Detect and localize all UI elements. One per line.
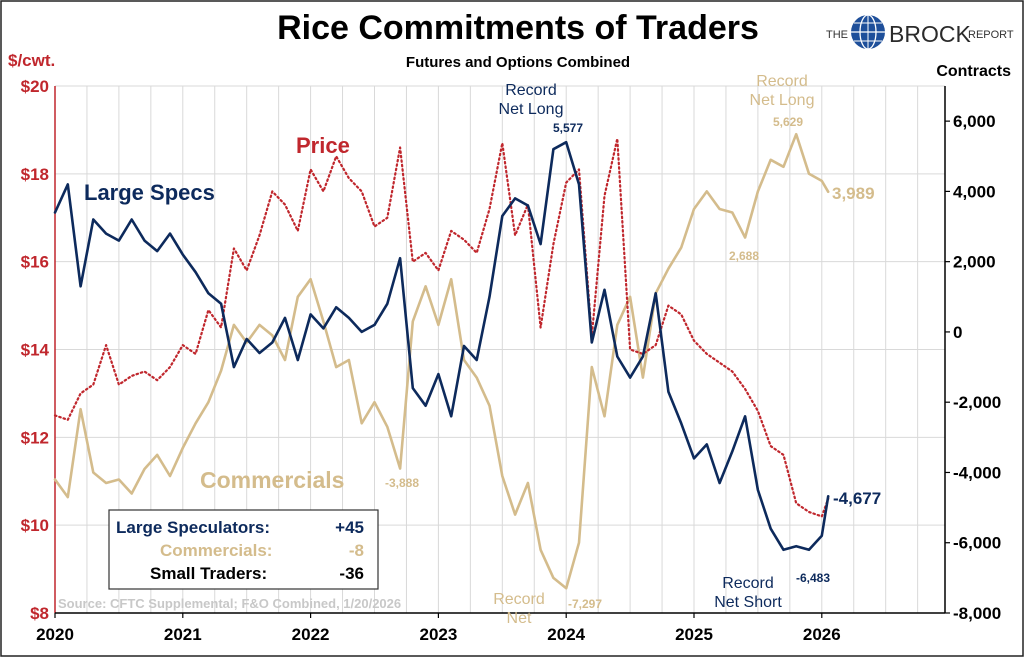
specs-record-short-line2: Net Short <box>714 594 782 611</box>
specs-record-long-line2: Net Long <box>499 101 564 118</box>
specs-record-short-line1: Record <box>722 575 774 592</box>
right-tick-label: -2,000 <box>953 393 1001 412</box>
left-tick-label: $20 <box>21 77 49 96</box>
right-tick-label: 4,000 <box>953 182 996 201</box>
right-tick-label: -8,000 <box>953 604 1001 623</box>
x-tick-label: 2021 <box>164 625 202 644</box>
right-tick-label: 2,000 <box>953 253 996 272</box>
right-tick-label: 6,000 <box>953 112 996 131</box>
wc-specs-value: +45 <box>335 518 364 537</box>
comm-current-value: 3,989 <box>832 184 875 203</box>
axes: $8 $10 $12 $14 $16 $18 $20 -8,000 -6,000 -4,000 -2… <box>21 77 1002 644</box>
right-tick-label: -4,000 <box>953 463 1001 482</box>
comm-2022-low: -3,888 <box>385 476 419 490</box>
comm-record-long-line1: Record <box>756 73 808 90</box>
logo-suffix: REPORT <box>968 29 1014 41</box>
comm-record-net-line2: Net <box>507 610 532 627</box>
left-tick-label: $8 <box>30 604 49 623</box>
x-tick-label: 2025 <box>675 625 713 644</box>
chart-title: Rice Commitments of Traders <box>277 9 759 47</box>
logo-name: BROCK <box>889 21 971 47</box>
comm-record-net-value: -7,297 <box>568 597 602 611</box>
x-tick-label: 2022 <box>292 625 330 644</box>
specs-current-value: -4,677 <box>833 489 881 508</box>
left-axis-unit: $/cwt. <box>8 51 55 70</box>
source-note: Source: CFTC Supplemental; F&O Combined,… <box>58 596 401 611</box>
large-specs-line <box>53 140 830 552</box>
wc-small-name: Small Traders: <box>150 564 267 583</box>
chart-subtitle: Futures and Options Combined <box>406 54 630 71</box>
left-tick-label: $18 <box>21 165 49 184</box>
specs-record-long-value: 5,577 <box>553 121 583 135</box>
right-tick-label: 0 <box>953 323 962 342</box>
price-label: Price <box>296 133 350 158</box>
left-tick-label: $10 <box>21 516 49 535</box>
weekly-change-box: Large Speculators: +45 Commercials: -8 S… <box>108 509 379 590</box>
wc-comm-name: Commercials: <box>160 541 272 560</box>
brock-report-logo: THE BROCK REPORT <box>826 14 1014 50</box>
comm-record-long-line2: Net Long <box>750 92 815 109</box>
comm-record-net-line1: Record <box>493 591 545 608</box>
wc-comm-value: -8 <box>349 541 364 560</box>
x-tick-label: 2020 <box>36 625 74 644</box>
x-tick-label: 2026 <box>803 625 841 644</box>
x-tick-label: 2023 <box>419 625 457 644</box>
comm-record-long-value: 5,629 <box>773 115 803 129</box>
left-tick-label: $16 <box>21 253 49 272</box>
wc-small-value: -36 <box>339 564 364 583</box>
right-tick-label: -6,000 <box>953 534 1001 553</box>
series-lines <box>53 132 830 590</box>
x-tick-label: 2024 <box>547 625 585 644</box>
price-line <box>53 137 830 518</box>
specs-record-long-line1: Record <box>505 82 557 99</box>
wc-specs-name: Large Speculators: <box>116 518 270 537</box>
large-specs-label: Large Specs <box>84 180 215 205</box>
specs-record-short-value: -6,483 <box>796 571 830 585</box>
left-tick-label: $12 <box>21 428 49 447</box>
weekly-change-frame <box>108 509 379 590</box>
logo-prefix: THE <box>826 29 848 41</box>
commercials-label: Commercials <box>200 467 344 493</box>
right-axis-unit: Contracts <box>936 63 1011 80</box>
comm-low-2025: 2,688 <box>729 249 759 263</box>
commercials-line <box>53 132 830 590</box>
left-tick-label: $14 <box>21 341 50 360</box>
gridlines <box>55 85 945 614</box>
globe-icon <box>851 14 885 50</box>
